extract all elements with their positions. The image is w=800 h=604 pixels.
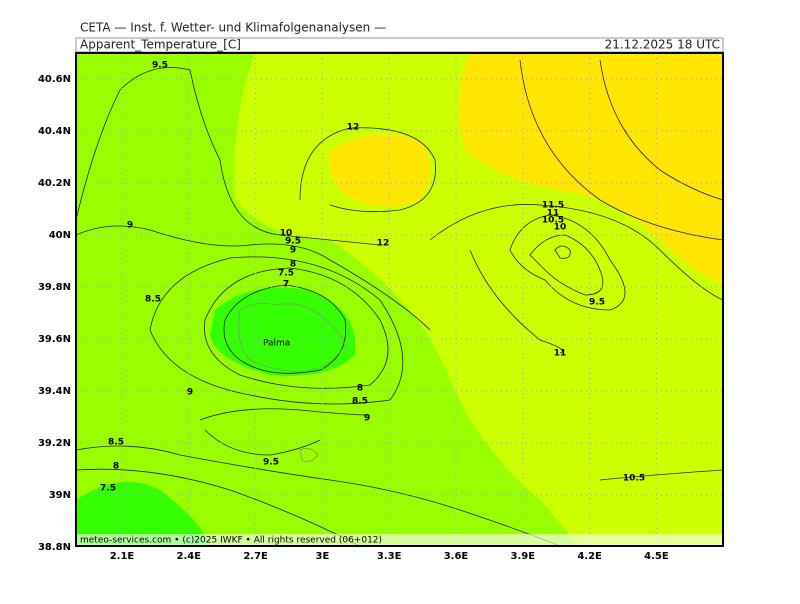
footer-band [77,534,722,545]
place-label: Palma [263,339,290,349]
contour-label: 8.5 [108,438,124,448]
contour-label: 12 [347,123,360,133]
graticule [76,53,723,546]
lon-label: 2.7E [243,551,268,562]
contour-label: 9 [290,246,296,256]
contour-label: 8 [113,462,119,472]
lat-label: 39.4N [38,386,71,397]
contour-label: 9 [187,388,193,398]
contour-label: 11.5 [542,201,564,211]
contour-label: 9 [364,414,370,424]
contour-label: 10 [280,229,293,239]
contour-label: 8.5 [145,295,161,305]
contour-label: 11 [554,349,567,359]
lat-label: 39.2N [38,438,71,449]
contour-label: 7.5 [100,484,116,494]
map-frame [75,52,724,547]
lat-label: 40.6N [38,74,71,85]
lat-label: 39.6N [38,334,71,345]
contour-label: 8 [357,384,363,394]
lon-label: 4.2E [577,551,602,562]
contour-label: 9.5 [152,61,168,71]
parameter: Apparent_Temperature_[C] [80,38,241,52]
contour-label: 9.5 [263,458,279,468]
contour-label: 12 [377,239,390,249]
lon-label: 3.6E [444,551,469,562]
contour-label: 7.5 [278,269,294,279]
contour-label: 8.5 [352,397,368,407]
lon-label: 3.3E [377,551,402,562]
contour-label: 10 [554,223,567,233]
contour-label: 7 [283,280,289,290]
lat-label: 39.8N [38,282,71,293]
contour-label: 10.5 [542,216,564,226]
lon-label: 3.9E [511,551,536,562]
lat-label: 40.2N [38,178,71,189]
lat-label: 38.8N [38,542,71,553]
field-yellow-ne [458,53,723,285]
lon-label: 3E [316,551,330,562]
coastline [238,303,346,462]
institute: CETA — Inst. f. Wetter- und Klimafolgena… [80,21,386,35]
field-darkgreen-sw [76,482,210,546]
contours [76,59,723,546]
contour-label: 11 [547,209,560,219]
field-darkgreen [210,287,356,376]
contour-label: 9.5 [589,298,605,308]
contour-labels: 9.5 12 9 10 9.5 12 9 8 7.5 7 8.5 9 8 8.5… [100,61,645,494]
lat-label: 39N [49,490,71,501]
footer: meteo-services.com • (c)2025 IWKF • All … [80,536,382,546]
contour-label: 10.5 [623,474,645,484]
field-yellow [329,134,430,207]
lat-label: 40N [49,230,71,241]
lon-label: 2.1E [110,551,135,562]
contour-label: 9 [127,221,133,231]
contour-label: 8 [290,260,296,270]
field [76,53,723,546]
lon-label: 2.4E [177,551,202,562]
axis-labels: 40.6N 40.4N 40.2N 40N 39.8N 39.6N 39.4N 39.2N 39… [38,74,669,562]
valid-time: 21.12.2025 18 UTC [605,38,720,52]
lat-label: 40.4N [38,126,71,137]
contour-label: 9.5 [285,237,301,247]
lon-label: 4.5E [644,551,669,562]
